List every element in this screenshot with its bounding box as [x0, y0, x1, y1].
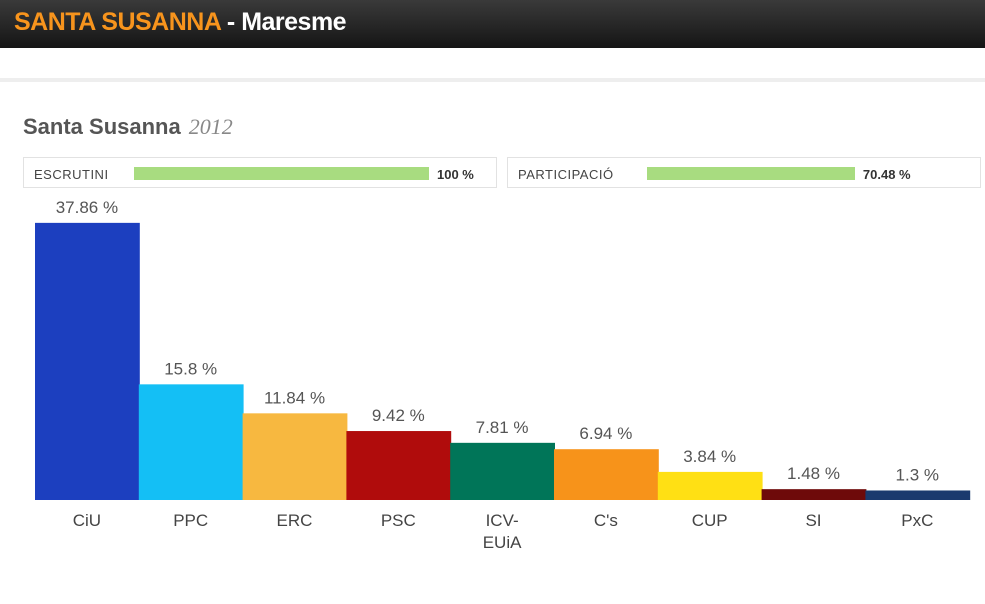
bar	[657, 471, 763, 500]
town: SANTA SUSANNA	[14, 8, 221, 36]
bar	[554, 449, 659, 500]
label: ESCRUTINI	[34, 167, 109, 182]
year: 2012	[188, 114, 233, 139]
value: 70.48 %	[862, 167, 911, 182]
bar	[242, 413, 348, 500]
category-label: ERC	[276, 511, 313, 530]
category-label: ICV-EUiA	[482, 511, 522, 552]
value-label: 1.48 %	[787, 464, 840, 483]
header-title: SANTA SUSANNA - Maresme	[14, 8, 347, 37]
divider	[0, 78, 985, 82]
bar	[35, 222, 140, 500]
bar	[138, 384, 244, 500]
category-label: PPC	[173, 511, 209, 530]
category-label: SI	[805, 511, 822, 530]
value: 100 %	[437, 167, 474, 182]
value-label: 11.84 %	[264, 388, 325, 407]
value-label: 37.86 %	[56, 198, 118, 217]
value-label: 7.81 %	[476, 418, 529, 437]
category-label: CUP	[691, 511, 728, 530]
bar	[450, 442, 555, 500]
progress-bar	[647, 167, 855, 180]
value-label: 9.42 %	[372, 406, 425, 425]
category-label: C's	[593, 511, 618, 530]
value-label: 6.94 %	[579, 424, 632, 443]
category-label: PxC	[901, 511, 934, 530]
progress-bar	[134, 167, 429, 180]
bar	[346, 431, 452, 500]
value-label: 15.8 %	[164, 359, 217, 378]
category-label: PSC	[380, 511, 416, 530]
title: Santa Susanna	[23, 114, 181, 139]
participacio-box: PARTICIPACIÓ 70.48 %	[507, 157, 981, 188]
bar	[761, 489, 867, 500]
label: PARTICIPACIÓ	[518, 167, 614, 182]
header: SANTA SUSANNA - Maresme	[0, 0, 985, 48]
bar	[865, 490, 971, 500]
region: Maresme	[241, 8, 347, 36]
value-label: 3.84 %	[683, 447, 736, 466]
panel-title: Santa Susanna 2012	[23, 114, 233, 140]
category-label: CiU	[72, 511, 102, 530]
escrutini-box: ESCRUTINI 100 %	[23, 157, 497, 188]
value-label: 1.3 %	[896, 465, 939, 484]
separator: -	[220, 8, 242, 36]
